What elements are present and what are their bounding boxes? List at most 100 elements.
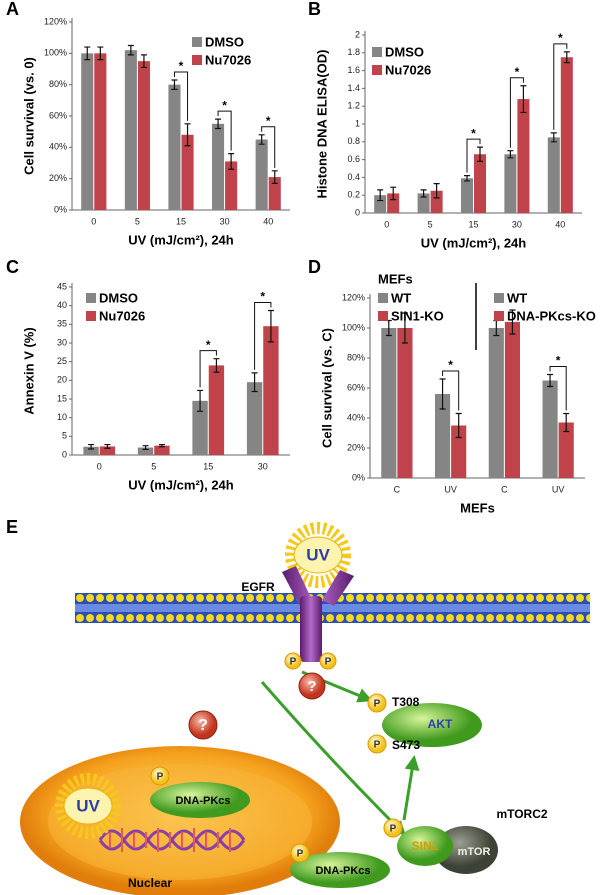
bar — [168, 84, 181, 210]
p-label: P — [325, 657, 332, 668]
legend-label: SIN1-KO — [391, 308, 444, 323]
site-label: S473 — [392, 738, 420, 752]
bar — [225, 161, 238, 210]
significance-bracket — [509, 77, 524, 148]
y-tick-label: 0.4 — [347, 172, 360, 182]
error-bar — [463, 175, 470, 182]
bar — [192, 400, 208, 455]
x-tick-label: UV — [552, 484, 565, 494]
y-tick-label: 45 — [57, 281, 67, 291]
bar — [94, 53, 107, 211]
dna-helix — [98, 829, 246, 851]
y-tick-label: 0.8 — [347, 136, 360, 146]
y-tick-label: 60% — [49, 110, 67, 120]
x-tick-label: 5 — [135, 216, 140, 226]
y-tick-label: 120% — [342, 292, 365, 302]
error-bar — [563, 412, 570, 433]
sun — [63, 787, 113, 825]
y-tick-label: 40% — [347, 412, 365, 422]
bar — [558, 422, 574, 478]
y-tick-label: 0% — [54, 204, 67, 214]
phospho — [367, 693, 387, 713]
bar — [137, 61, 150, 210]
error-bar — [563, 51, 570, 64]
bar — [387, 193, 400, 213]
y-tick-label: 80% — [49, 79, 67, 89]
error-bar — [140, 54, 147, 69]
dna-rungs — [109, 828, 231, 852]
y-tick-label: 1.6 — [347, 65, 360, 75]
y-tick-label: 100% — [342, 322, 365, 332]
error-bar — [197, 389, 204, 412]
legend-label: Nu7026 — [99, 308, 145, 323]
significance-mark: * — [558, 31, 563, 45]
significance-bracket — [549, 366, 567, 411]
p-label: P — [297, 849, 304, 860]
y-tick-label: 60% — [347, 382, 365, 392]
akt-label: AKT — [428, 717, 453, 731]
bar — [504, 322, 520, 478]
site-label: T308 — [392, 695, 420, 709]
y-tick-label: 40% — [49, 142, 67, 152]
bar — [246, 382, 263, 455]
bar — [488, 328, 504, 478]
bar — [560, 57, 573, 213]
panel-label: E — [6, 517, 18, 537]
error-bar — [550, 132, 557, 143]
kinase-label: DNA-PKcs — [175, 795, 230, 807]
error-bar — [271, 170, 278, 184]
error-bar — [127, 44, 134, 56]
x-axis-label: UV (mJ/cm²), 24h — [421, 235, 527, 250]
error-bar — [184, 123, 191, 147]
y-tick-label: 0.6 — [347, 154, 360, 164]
phospho — [319, 652, 337, 670]
legend-label: Nu7026 — [385, 62, 431, 77]
x-tick-label: 30 — [220, 216, 230, 226]
bar — [504, 154, 517, 213]
x-tick-label: C — [394, 484, 401, 494]
y-tick-label: 0.2 — [347, 190, 360, 200]
error-bar — [142, 445, 149, 450]
significance-mark: * — [448, 358, 453, 372]
y-tick-label: 35 — [57, 319, 67, 329]
uv-label: UV — [306, 545, 330, 564]
bar — [430, 190, 443, 213]
panel-label: C — [6, 257, 19, 277]
error-bar — [507, 150, 514, 159]
error-bar — [477, 146, 484, 162]
legend-swatch — [378, 293, 388, 303]
y-tick-label: 100% — [44, 48, 67, 58]
significance-mark: * — [260, 290, 265, 304]
panel-label: B — [308, 0, 321, 19]
sin1-label: SIN1 — [412, 839, 439, 853]
legend-label: Nu7026 — [205, 52, 251, 67]
significance-bracket — [199, 350, 217, 388]
phospho — [284, 652, 302, 670]
sun — [293, 536, 343, 574]
y-tick-label: 1.4 — [347, 83, 360, 93]
error-bar — [420, 189, 427, 198]
y-tick-label: 0 — [62, 449, 67, 459]
error-bar — [547, 373, 554, 388]
bar — [451, 425, 467, 478]
p-label: P — [157, 772, 164, 783]
bar — [517, 99, 530, 213]
significance-bracket — [254, 302, 272, 370]
akt — [382, 703, 482, 747]
x-tick-label: 40 — [263, 216, 273, 226]
bar — [547, 137, 560, 213]
legend-swatch — [86, 293, 96, 303]
error-bar — [433, 183, 440, 199]
sun-rays — [55, 773, 121, 839]
y-tick-label: 10 — [57, 412, 67, 422]
bar — [208, 365, 225, 455]
complex-label: mTORC2 — [496, 807, 547, 821]
x-tick-label: 0 — [384, 219, 389, 229]
x-tick-label: 15 — [176, 216, 186, 226]
bar — [263, 326, 279, 455]
x-axis-label: UV (mJ/cm²), 24h — [128, 477, 234, 492]
bar — [381, 328, 397, 478]
significance-bracket — [553, 43, 568, 130]
bar — [124, 50, 137, 211]
